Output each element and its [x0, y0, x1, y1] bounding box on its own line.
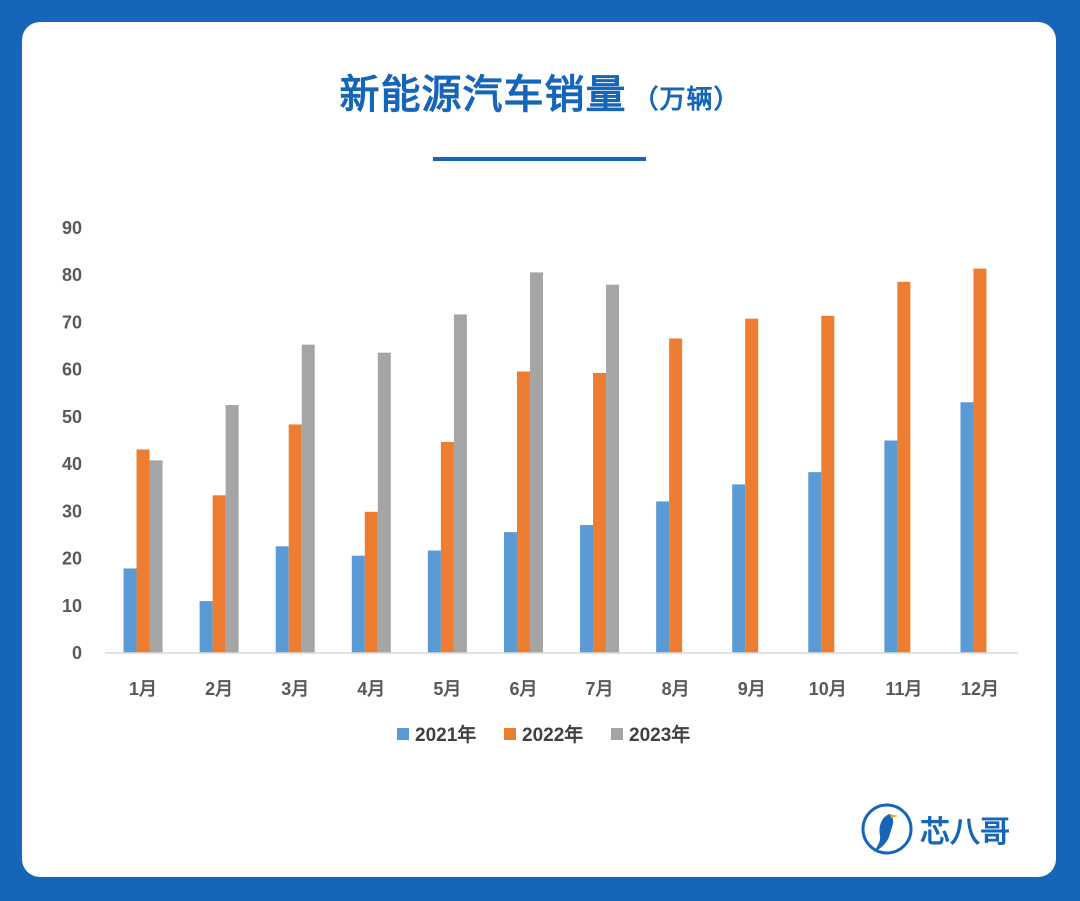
bar-2023年-2月	[225, 405, 239, 653]
x-tick-label: 10月	[809, 679, 847, 699]
title-unit: （万辆）	[632, 84, 741, 114]
bar-2022年-11月	[897, 281, 911, 653]
x-tick-label: 6月	[509, 679, 537, 699]
bar-2022年-6月	[516, 371, 530, 653]
bar-2021年-1月	[123, 568, 137, 653]
y-tick-label: 20	[62, 549, 82, 569]
x-tick-label: 3月	[281, 679, 309, 699]
title-main: 新能源汽车销量	[339, 73, 627, 117]
bird-logo-icon	[861, 803, 913, 855]
bar-2022年-2月	[212, 495, 226, 653]
legend-label: 2023年	[629, 723, 690, 746]
bar-2023年-1月	[149, 460, 163, 653]
bar-2022年-5月	[440, 441, 454, 653]
bar-2022年-1月	[136, 449, 150, 653]
x-tick-label: 5月	[433, 679, 461, 699]
legend-label: 2022年	[522, 723, 583, 746]
bar-2022年-12月	[973, 268, 987, 653]
brand-name: 芯八哥	[920, 816, 1010, 849]
bar-2022年-8月	[669, 338, 683, 653]
brand-logo: 芯八哥	[860, 802, 1010, 856]
bar-2023年-5月	[453, 314, 467, 653]
y-tick-label: 60	[62, 360, 82, 380]
y-tick-label: 80	[62, 265, 82, 285]
bar-2022年-9月	[745, 318, 759, 653]
bar-2023年-6月	[529, 272, 543, 653]
bar-2021年-5月	[427, 550, 441, 653]
x-tick-label: 11月	[885, 679, 922, 699]
chart-title: 新能源汽车销量 （万辆）	[0, 62, 1080, 120]
bar-2021年-4月	[351, 555, 365, 653]
bar-2023年-4月	[377, 352, 391, 653]
bar-2021年-6月	[503, 532, 517, 653]
x-tick-label: 7月	[586, 679, 614, 699]
y-tick-label: 10	[62, 596, 82, 616]
bar-2021年-12月	[960, 402, 974, 653]
bar-2022年-3月	[288, 424, 302, 653]
bar-2022年-7月	[593, 372, 607, 653]
bar-2023年-3月	[301, 344, 315, 653]
x-axis: 1月 2月 3月 4月 5月 6月 7月 8月 9月 10月 11月 12月	[129, 679, 999, 699]
title-underline	[433, 157, 646, 161]
bar-2021年-2月	[199, 601, 213, 653]
bar-2021年-10月	[808, 472, 822, 653]
y-tick-label: 70	[62, 312, 82, 332]
y-tick-label: 90	[62, 218, 82, 238]
bar-2022年-10月	[821, 315, 835, 653]
x-tick-label: 1月	[129, 679, 157, 699]
legend-label: 2021年	[415, 723, 476, 746]
bar-2023年-7月	[606, 284, 620, 653]
y-tick-label: 50	[62, 407, 82, 427]
legend-swatch	[611, 728, 623, 740]
bars	[123, 268, 987, 653]
bar-2021年-7月	[580, 525, 594, 653]
bar-2021年-11月	[884, 440, 898, 653]
x-tick-label: 8月	[662, 679, 690, 699]
x-tick-label: 2月	[205, 679, 233, 699]
x-tick-label: 9月	[738, 679, 766, 699]
bar-2021年-8月	[656, 501, 670, 653]
x-tick-label: 12月	[961, 679, 999, 699]
legend: 2021年 2022年 2023年	[397, 723, 690, 746]
bar-2021年-9月	[732, 484, 746, 653]
y-axis: 0 10 20 30 40 50 60 70 80 90	[62, 218, 82, 663]
y-tick-label: 0	[72, 643, 82, 663]
bar-2022年-4月	[364, 511, 378, 653]
bar-2021年-3月	[275, 546, 289, 653]
legend-swatch	[397, 728, 409, 740]
x-tick-label: 4月	[357, 679, 385, 699]
legend-swatch	[504, 728, 516, 740]
y-tick-label: 40	[62, 454, 82, 474]
y-tick-label: 30	[62, 501, 82, 521]
